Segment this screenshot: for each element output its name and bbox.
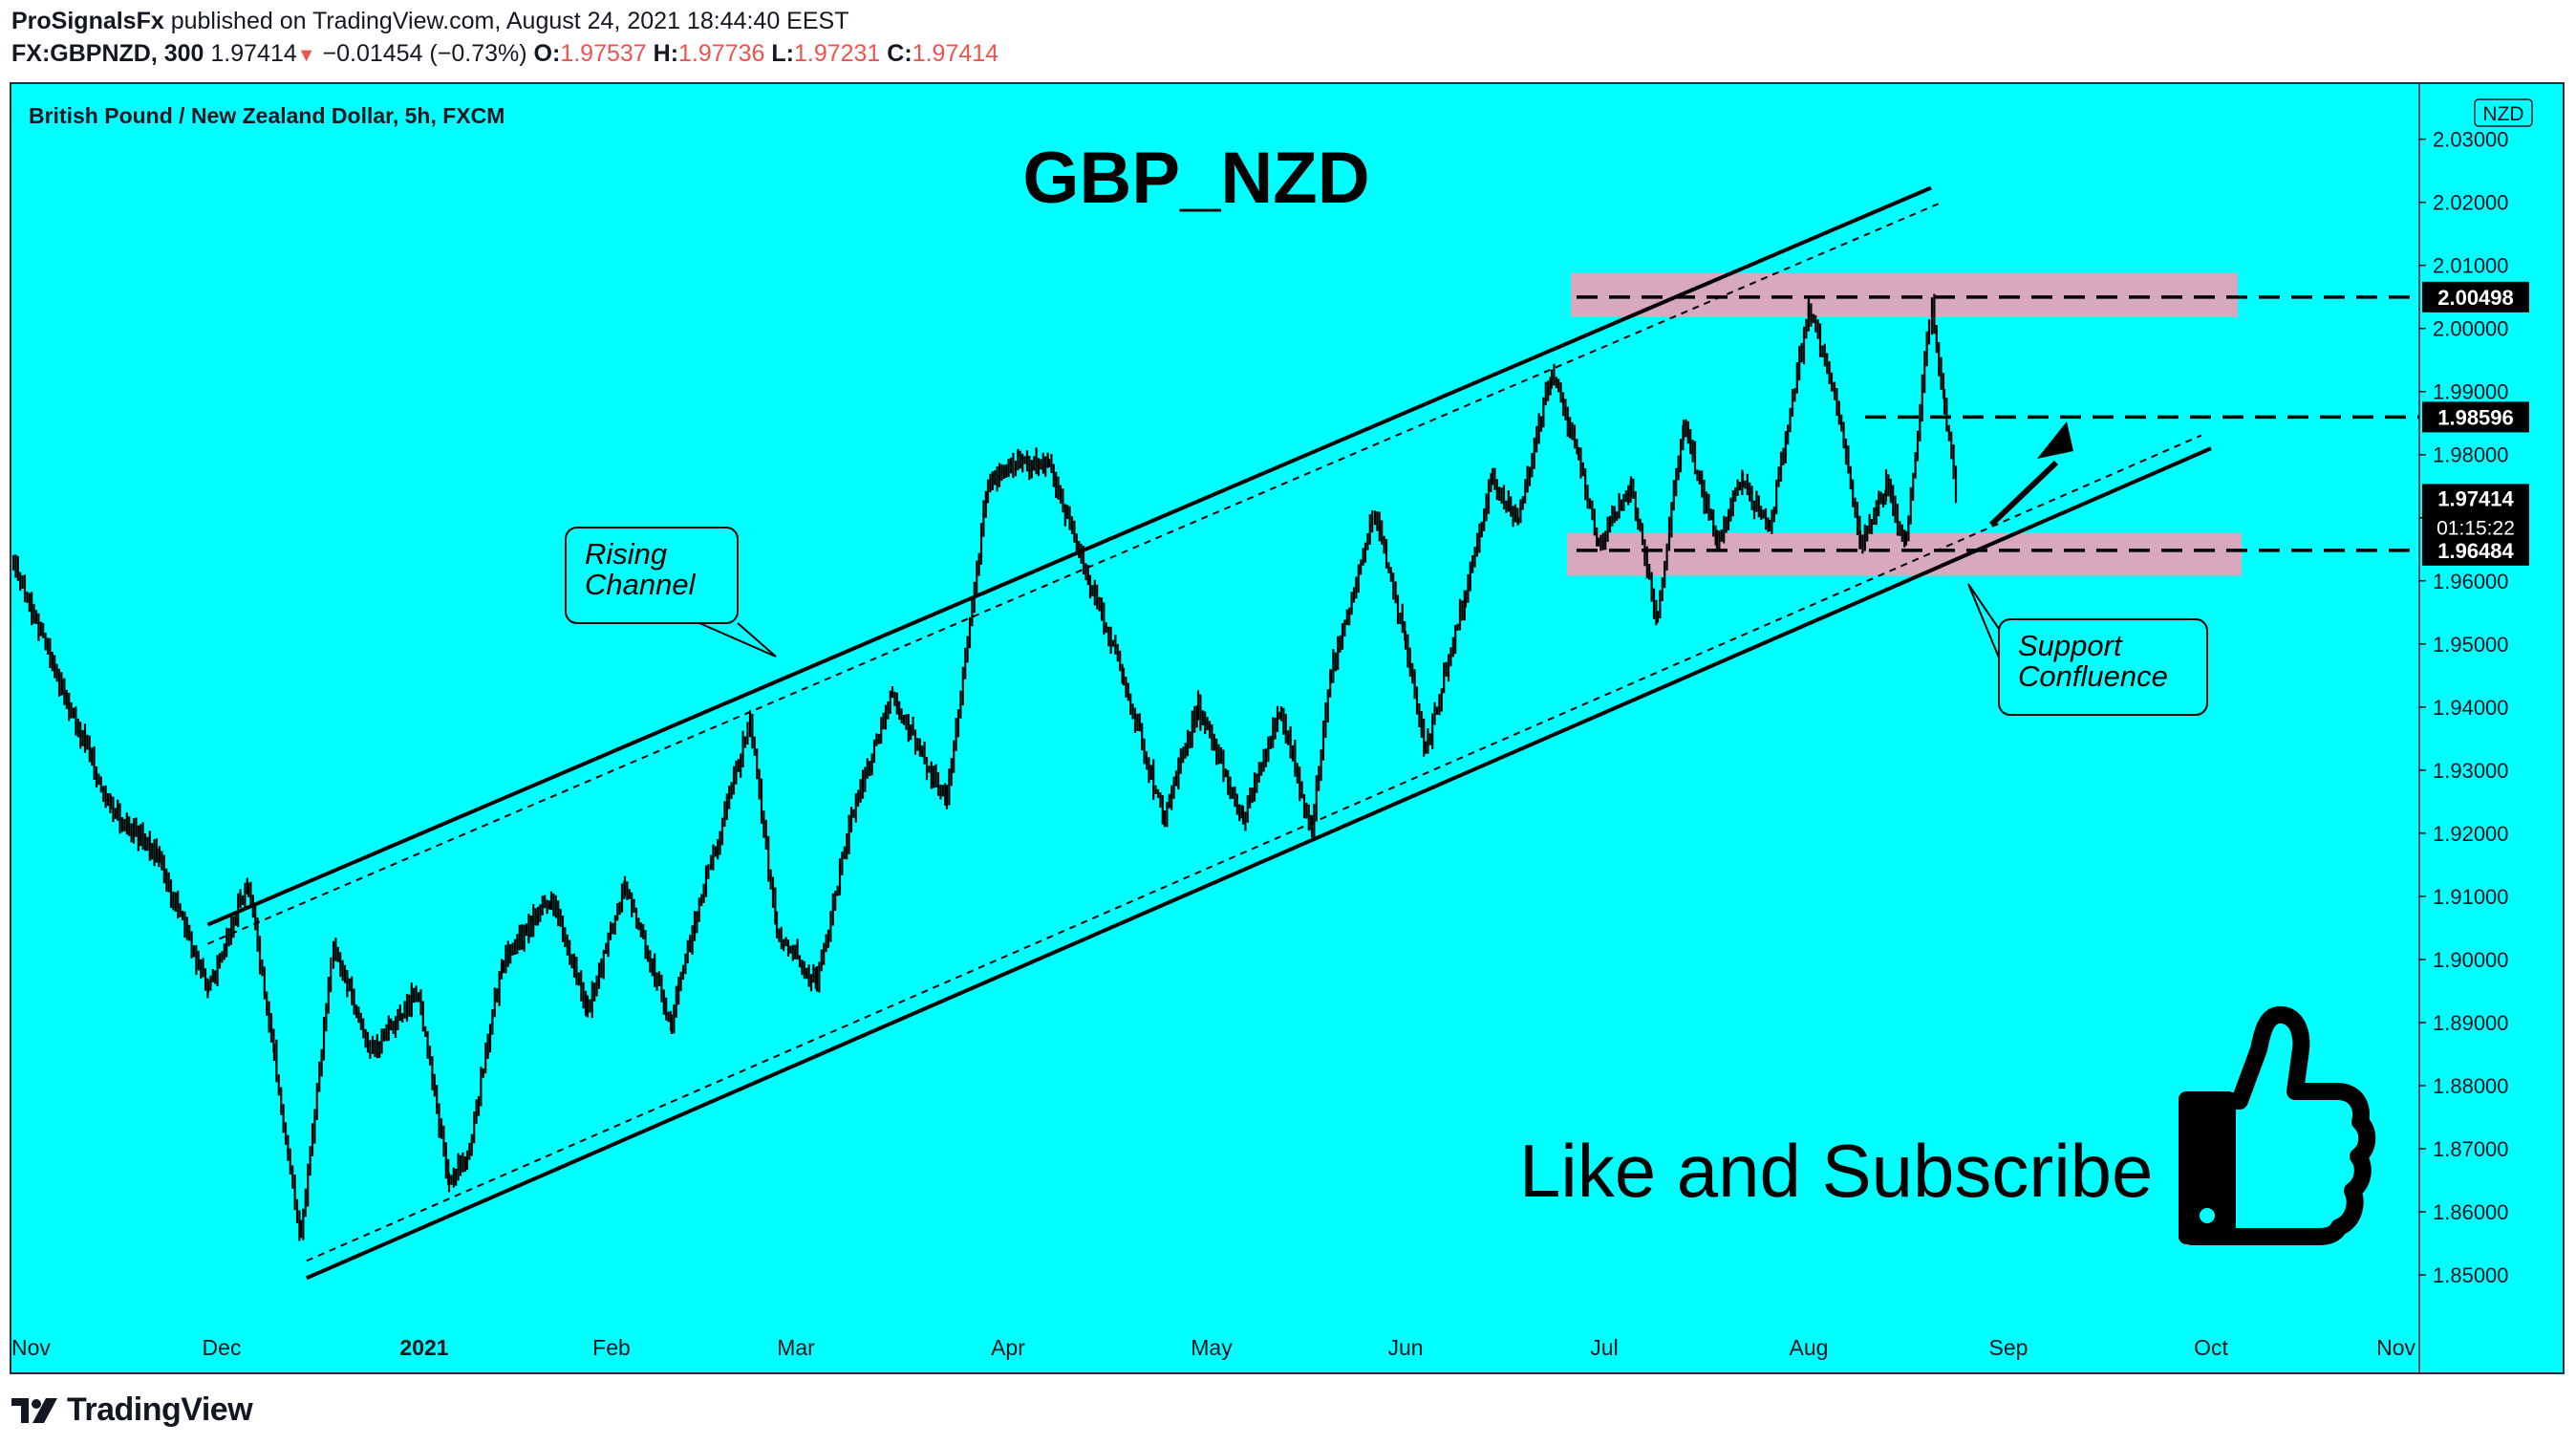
y-tick-label: 1.88000 xyxy=(2433,1074,2509,1098)
y-tick-label: 1.85000 xyxy=(2433,1263,2509,1287)
y-tick-label: 1.86000 xyxy=(2433,1200,2509,1224)
support-confluence-text-0: Support xyxy=(2018,629,2123,662)
x-tick-label: Feb xyxy=(592,1335,631,1360)
high-label: H: xyxy=(653,40,679,67)
x-tick-label: Jun xyxy=(1387,1335,1423,1360)
upside-arrow[interactable] xyxy=(1988,460,2059,528)
y-tick-label: 2.02000 xyxy=(2433,191,2509,215)
y-tick-label: 2.01000 xyxy=(2433,254,2509,278)
tradingview-wordmark: TradingView xyxy=(67,1391,253,1428)
x-tick-label: Oct xyxy=(2194,1335,2228,1360)
y-tick-label: 1.94000 xyxy=(2433,696,2509,720)
x-tick-label: Sep xyxy=(1989,1335,2029,1360)
y-tick-label: 1.98000 xyxy=(2433,443,2509,467)
y-tick-label: 2.00000 xyxy=(2433,317,2509,341)
y-tick-label: 1.93000 xyxy=(2433,759,2509,783)
bar-countdown: 01:15:22 xyxy=(2436,517,2515,539)
axis-level-price-2.00498: 2.00498 xyxy=(2437,286,2514,310)
price-change: −0.01454 (−0.73%) xyxy=(322,40,527,67)
x-tick-label: Jul xyxy=(1590,1335,1618,1360)
arrow-head xyxy=(2037,421,2073,459)
high-value: 1.97736 xyxy=(678,40,765,67)
y-tick-label: 1.96000 xyxy=(2433,570,2509,593)
thumbs-up-cuff xyxy=(2179,1091,2236,1244)
channel-lower-dotted-line xyxy=(306,434,2202,1262)
y-tick-label: 1.99000 xyxy=(2433,380,2509,404)
close-value: 1.97414 xyxy=(912,40,999,67)
support-confluence-text-1: Confluence xyxy=(2018,659,2168,693)
x-tick-label: Apr xyxy=(991,1335,1025,1360)
axis-level-tag-1.98596 xyxy=(2422,401,2529,433)
y-tick-label: 1.90000 xyxy=(2433,948,2509,972)
price-candles xyxy=(11,293,1958,1241)
currency-badge-text: NZD xyxy=(2482,103,2523,125)
open-value: 1.97537 xyxy=(560,40,647,67)
axis-level-price-1.98596: 1.98596 xyxy=(2437,405,2514,429)
candles-group xyxy=(11,293,1958,1241)
x-tick-label: May xyxy=(1191,1335,1233,1360)
y-tick-label: 1.91000 xyxy=(2433,885,2509,909)
currency-badge[interactable] xyxy=(2474,98,2533,127)
chart-header: ProSignalsFx published on TradingView.co… xyxy=(0,0,2576,82)
y-tick-label: 2.03000 xyxy=(2433,128,2509,152)
symbol-name: FX:GBPNZD, 300 xyxy=(11,40,204,67)
close-label: C: xyxy=(887,40,912,67)
x-tick-label: Nov xyxy=(11,1335,51,1360)
last-price: 1.97414 xyxy=(210,40,297,67)
thumbs-up-icon xyxy=(2179,1005,2376,1245)
axis-level-tag-2.00498 xyxy=(2422,281,2529,313)
zone-resistance[interactable] xyxy=(1571,272,2238,317)
low-label: L: xyxy=(771,40,794,67)
x-tick-label: Nov xyxy=(2376,1335,2415,1360)
x-tick-label: 2021 xyxy=(399,1335,448,1360)
publisher-name[interactable]: ProSignalsFx xyxy=(11,8,164,34)
rising-channel-text-0: Rising xyxy=(585,537,667,571)
open-label: O: xyxy=(533,40,561,67)
x-tick-label: Mar xyxy=(777,1335,815,1360)
publish-info: ProSignalsFx published on TradingView.co… xyxy=(11,8,848,35)
instrument-name: British Pound / New Zealand Dollar, 5h, … xyxy=(29,103,504,128)
low-value: 1.97231 xyxy=(793,40,881,67)
tradingview-logo[interactable]: TradingView xyxy=(11,1391,253,1429)
x-tick-label: Dec xyxy=(203,1335,242,1360)
tradingview-logo-icon xyxy=(11,1397,57,1423)
channel-upper-line[interactable] xyxy=(206,185,1932,927)
channel-lower-line[interactable] xyxy=(306,446,2212,1281)
last-price-value: 1.97414 xyxy=(2437,486,2514,510)
axis-level-tag-1.96484 xyxy=(2422,534,2529,566)
published-text: published on TradingView.com, August 24,… xyxy=(170,8,849,34)
chart-title: GBP_NZD xyxy=(1022,138,1369,219)
thumbs-up-dot xyxy=(2200,1208,2215,1223)
down-triangle-icon: ▼ xyxy=(296,45,316,66)
channel-upper-dotted-line xyxy=(207,203,1940,945)
y-tick-label: 1.95000 xyxy=(2433,633,2509,657)
symbol-info: FX:GBPNZD, 300 1.97414▼ −0.01454 (−0.73%… xyxy=(11,40,998,68)
chart-footer: TradingView xyxy=(0,1376,2576,1445)
cta-text: Like and Subscribe xyxy=(1519,1129,2153,1213)
x-tick-label: Aug xyxy=(1790,1335,1829,1360)
y-tick-label: 1.92000 xyxy=(2433,822,2509,846)
y-tick-label: 1.89000 xyxy=(2433,1011,2509,1035)
axis-level-price-1.96484: 1.96484 xyxy=(2437,539,2514,563)
rising-channel-text-1: Channel xyxy=(585,568,697,601)
y-tick-label: 1.87000 xyxy=(2433,1137,2509,1161)
